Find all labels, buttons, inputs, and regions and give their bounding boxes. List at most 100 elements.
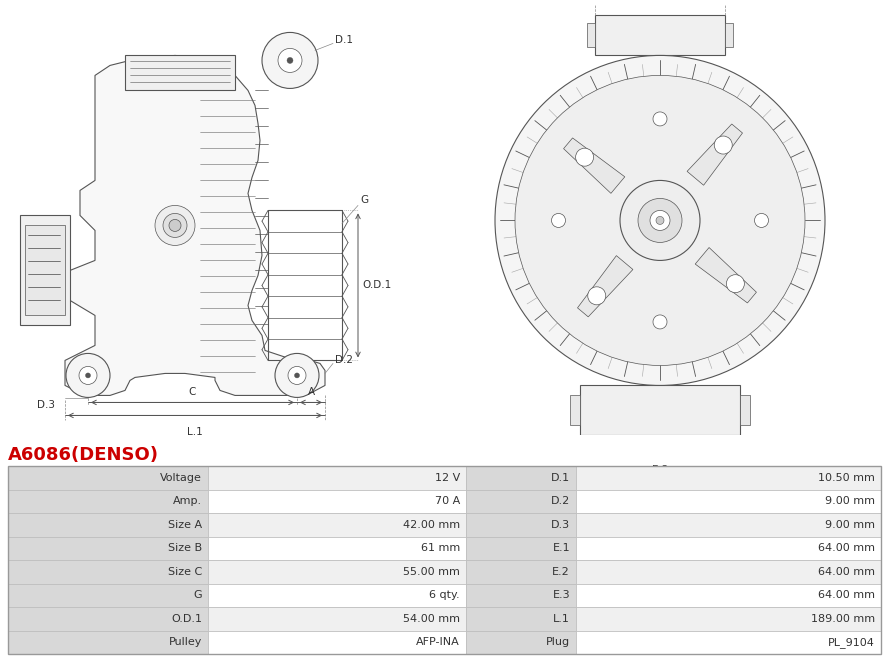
Bar bbox=[208, 560, 466, 584]
Text: AFP-INA: AFP-INA bbox=[416, 637, 460, 647]
Bar bbox=[576, 630, 881, 654]
Text: 64.00 mm: 64.00 mm bbox=[818, 567, 875, 577]
Circle shape bbox=[262, 32, 318, 88]
Text: D.1: D.1 bbox=[551, 473, 570, 483]
Bar bbox=[8, 467, 881, 654]
Bar bbox=[576, 560, 881, 584]
Bar bbox=[208, 467, 466, 490]
Bar bbox=[8, 607, 208, 630]
Bar bbox=[20, 215, 70, 326]
Text: C: C bbox=[188, 388, 196, 397]
Circle shape bbox=[85, 373, 91, 378]
Bar bbox=[740, 395, 750, 426]
Polygon shape bbox=[65, 55, 325, 395]
Text: PL_9104: PL_9104 bbox=[829, 637, 875, 647]
Bar bbox=[8, 560, 208, 584]
Text: L.1: L.1 bbox=[553, 614, 570, 624]
Bar bbox=[576, 537, 881, 560]
Bar bbox=[208, 490, 466, 513]
Polygon shape bbox=[687, 124, 742, 186]
Bar bbox=[466, 467, 576, 490]
Bar bbox=[208, 630, 466, 654]
Text: L.1: L.1 bbox=[187, 428, 203, 438]
Circle shape bbox=[169, 219, 181, 232]
Text: D.2: D.2 bbox=[335, 355, 353, 365]
Circle shape bbox=[79, 367, 97, 384]
Polygon shape bbox=[578, 255, 633, 317]
FancyBboxPatch shape bbox=[620, 392, 700, 428]
Bar bbox=[8, 584, 208, 607]
Circle shape bbox=[287, 57, 293, 63]
Bar bbox=[25, 226, 65, 315]
Text: Amp.: Amp. bbox=[172, 496, 202, 507]
Circle shape bbox=[163, 213, 187, 238]
Bar bbox=[580, 386, 740, 436]
Bar bbox=[466, 584, 576, 607]
Circle shape bbox=[495, 55, 825, 386]
Bar bbox=[8, 537, 208, 560]
Bar bbox=[587, 24, 595, 47]
Text: 12 V: 12 V bbox=[435, 473, 460, 483]
Text: 64.00 mm: 64.00 mm bbox=[818, 544, 875, 553]
Text: 10.50 mm: 10.50 mm bbox=[818, 473, 875, 483]
Circle shape bbox=[650, 211, 670, 230]
Circle shape bbox=[155, 205, 195, 245]
Text: Voltage: Voltage bbox=[160, 473, 202, 483]
Text: 9.00 mm: 9.00 mm bbox=[825, 520, 875, 530]
Bar bbox=[8, 490, 208, 513]
Bar bbox=[208, 513, 466, 537]
Bar bbox=[466, 607, 576, 630]
Polygon shape bbox=[564, 138, 625, 193]
Circle shape bbox=[66, 353, 110, 397]
Text: Plug: Plug bbox=[546, 637, 570, 647]
Text: E.1: E.1 bbox=[552, 544, 570, 553]
Text: Size C: Size C bbox=[168, 567, 202, 577]
Bar bbox=[595, 15, 725, 55]
Text: D.1: D.1 bbox=[335, 36, 353, 45]
Text: A: A bbox=[308, 388, 315, 397]
Circle shape bbox=[551, 213, 565, 228]
Bar bbox=[8, 513, 208, 537]
Text: D.2: D.2 bbox=[551, 496, 570, 507]
Circle shape bbox=[575, 148, 594, 166]
Polygon shape bbox=[695, 247, 757, 303]
Circle shape bbox=[515, 76, 805, 365]
Text: 54.00 mm: 54.00 mm bbox=[403, 614, 460, 624]
Bar bbox=[725, 24, 733, 47]
Text: 70 A: 70 A bbox=[435, 496, 460, 507]
Bar bbox=[576, 490, 881, 513]
Circle shape bbox=[638, 199, 682, 242]
Text: A6086(DENSO): A6086(DENSO) bbox=[8, 446, 159, 465]
Text: 42.00 mm: 42.00 mm bbox=[403, 520, 460, 530]
Text: Size B: Size B bbox=[168, 544, 202, 553]
Bar bbox=[208, 607, 466, 630]
Text: D.3: D.3 bbox=[37, 401, 55, 411]
Bar bbox=[8, 467, 208, 490]
Bar bbox=[576, 467, 881, 490]
Text: O.D.1: O.D.1 bbox=[362, 280, 391, 290]
Bar bbox=[570, 395, 580, 426]
Bar bbox=[208, 584, 466, 607]
Bar bbox=[576, 513, 881, 537]
Text: D.3: D.3 bbox=[551, 520, 570, 530]
Text: Pulley: Pulley bbox=[169, 637, 202, 647]
Circle shape bbox=[755, 213, 768, 228]
Text: 9.00 mm: 9.00 mm bbox=[825, 496, 875, 507]
Text: E.3: E.3 bbox=[552, 590, 570, 600]
Text: 61 mm: 61 mm bbox=[420, 544, 460, 553]
Circle shape bbox=[294, 373, 300, 378]
Circle shape bbox=[288, 367, 306, 384]
Text: G: G bbox=[360, 195, 368, 205]
Circle shape bbox=[714, 136, 733, 154]
Circle shape bbox=[656, 216, 664, 224]
Text: 55.00 mm: 55.00 mm bbox=[403, 567, 460, 577]
Bar bbox=[466, 560, 576, 584]
Circle shape bbox=[620, 180, 700, 261]
Text: O.D.1: O.D.1 bbox=[171, 614, 202, 624]
Bar bbox=[466, 490, 576, 513]
Text: G: G bbox=[194, 590, 202, 600]
Bar bbox=[125, 55, 235, 90]
Circle shape bbox=[726, 274, 744, 293]
Circle shape bbox=[653, 315, 667, 329]
Bar bbox=[466, 513, 576, 537]
